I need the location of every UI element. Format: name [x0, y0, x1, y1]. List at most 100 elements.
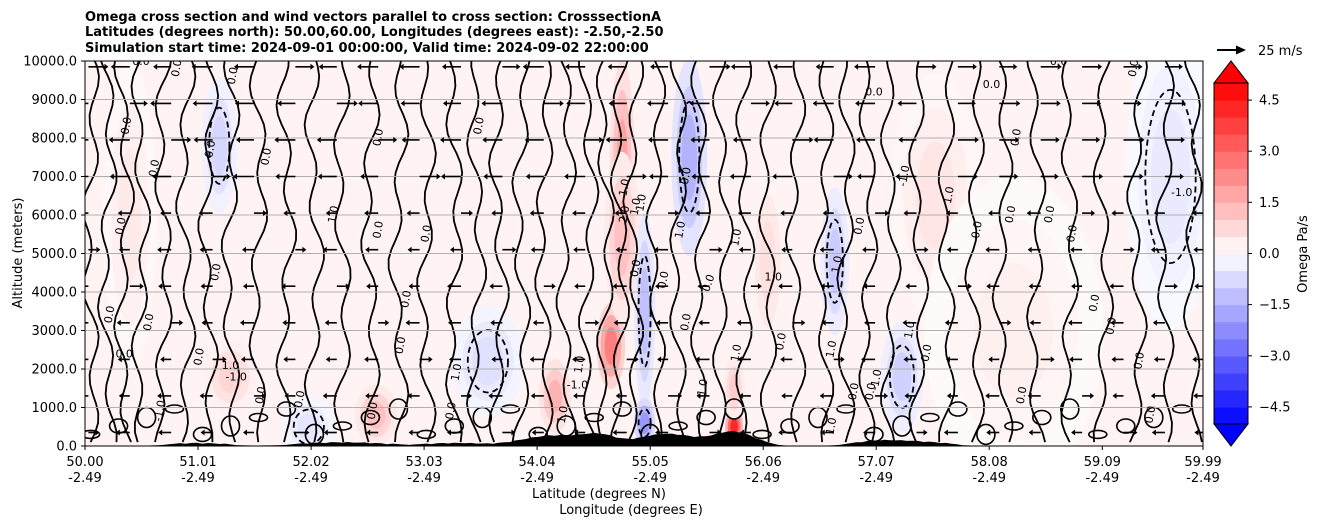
wind-vector-head-50 — [263, 210, 267, 217]
wind-vector-head-184 — [732, 136, 737, 143]
low-level-contour-18 — [584, 412, 605, 423]
wind-vector-head-148 — [615, 246, 620, 253]
wind-vector-head-204 — [822, 210, 827, 217]
contour-label-7: 0.0 — [370, 128, 386, 147]
wind-vector-head-110 — [511, 429, 516, 436]
wind-vector-head-157 — [656, 319, 661, 326]
low-level-contour-0 — [85, 429, 101, 440]
wind-vector-head-115 — [512, 246, 517, 253]
contour-label-48: 0.0 — [851, 216, 867, 235]
contour-line-34 — [858, 61, 879, 443]
contour-line-19 — [534, 61, 554, 443]
contour-label-71: 0.0 — [118, 116, 134, 135]
low-level-contour-27 — [836, 404, 856, 414]
wind-vector-head-52 — [236, 136, 240, 143]
contour-label-53: 1.0 — [941, 185, 957, 204]
wind-vector-head-193 — [780, 210, 785, 217]
contour-line-33 — [836, 61, 856, 443]
low-level-contour-23 — [724, 398, 744, 420]
wind-vector-head-63 — [274, 136, 279, 143]
x-tick-lon-8: -2.49 — [972, 471, 1006, 486]
wind-vector-head-280 — [1130, 246, 1135, 253]
contour-label-26: 1.0 — [572, 355, 588, 374]
contour-label-6: 0.0 — [258, 147, 274, 166]
contour-line-24 — [622, 61, 645, 443]
wind-vector-head-54 — [234, 63, 238, 70]
wind-vector-head-189 — [780, 356, 785, 363]
wind-vector-head-267 — [1068, 319, 1073, 326]
wind-vector-head-127 — [529, 210, 534, 217]
y-tick-label-7: 7000.0 — [32, 170, 78, 185]
wind-vector-head-271 — [1099, 173, 1104, 180]
x-tick-lon-7: -2.49 — [859, 471, 893, 486]
wind-vector-head-30 — [187, 136, 192, 143]
contour-line-22 — [595, 61, 615, 443]
contour-line-26 — [669, 61, 687, 443]
wind-vector-head-68 — [325, 356, 330, 363]
colorbar-segment-3 — [1214, 355, 1248, 374]
wind-vector-head-88 — [408, 429, 413, 436]
wind-vector-head-275 — [1133, 429, 1138, 436]
wind-vector-head-55 — [305, 429, 310, 436]
contour-label-66: 0.0 — [1142, 405, 1158, 424]
wind-vector-head-194 — [772, 173, 777, 180]
wind-vector-head-29 — [152, 173, 157, 180]
wind-vector-head-74 — [316, 136, 321, 143]
wind-vector-head-20 — [143, 100, 148, 107]
wind-vector-head-251 — [1016, 100, 1021, 107]
colorbar-segment-15 — [1214, 151, 1248, 169]
wind-vector-head-38 — [199, 246, 204, 253]
wind-vector-head-133 — [573, 392, 578, 399]
wind-vector-head-149 — [614, 210, 619, 217]
wind-vector-head-261 — [1055, 136, 1060, 143]
wind-vector-head-205 — [848, 173, 853, 180]
wind-vector-head-99 — [447, 429, 451, 436]
wind-vector-head-166 — [696, 392, 701, 399]
wind-vector-head-230 — [932, 63, 937, 70]
wind-vector-head-152 — [608, 100, 613, 107]
x-tick-lon-6: -2.49 — [746, 471, 780, 486]
wind-vector-head-242 — [986, 429, 991, 436]
omega-lobe-18-2 — [472, 337, 504, 386]
wind-vector-head-301 — [1194, 283, 1199, 290]
wind-vector-head-263 — [1057, 63, 1062, 70]
contour-line-17 — [488, 61, 510, 443]
wind-vector-head-169 — [697, 283, 702, 290]
colorbar-segment-17 — [1214, 117, 1248, 135]
wind-vector-head-22 — [158, 429, 163, 436]
wind-vector-head-113 — [490, 319, 495, 326]
y-tick-label-9: 9000.0 — [32, 93, 78, 108]
wind-vector-head-103 — [447, 283, 451, 290]
colorbar-segment-10 — [1214, 236, 1248, 255]
wind-vector-head-49 — [242, 246, 246, 253]
wind-vector-head-196 — [774, 100, 779, 107]
wind-vector-head-136 — [574, 283, 579, 290]
wind-vector-head-129 — [524, 136, 529, 143]
contour-line-41 — [1060, 61, 1080, 443]
contour-label-0: 0.0 — [132, 55, 150, 68]
wind-vector-head-47 — [240, 319, 244, 326]
wind-vector-head-272 — [1096, 136, 1101, 143]
contour-label-12: 0.0 — [208, 262, 224, 281]
wind-vector-head-268 — [1071, 283, 1076, 290]
y-tick-label-8: 8000.0 — [32, 132, 78, 147]
negative-contour-1 — [637, 254, 652, 368]
wind-vector-head-138 — [572, 210, 577, 217]
wind-vector-head-58 — [282, 319, 287, 326]
contour-line-42 — [1092, 61, 1115, 443]
wind-vector-head-210 — [884, 392, 889, 399]
x-tick-lon-5: -2.49 — [633, 471, 667, 486]
contour-label-30: 2.0 — [616, 205, 632, 224]
wind-vector-head-101 — [449, 356, 453, 363]
y-tick-label-2: 2000.0 — [32, 363, 78, 378]
wind-vector-head-160 — [675, 210, 680, 217]
contour-line-28 — [712, 61, 734, 443]
contour-label-8: 0.0 — [471, 116, 487, 135]
contour-label-31: 1.0 — [633, 193, 649, 212]
wind-vector-head-146 — [613, 319, 618, 326]
contour-label-56: -1.0 — [868, 368, 885, 391]
wind-vector-head-207 — [812, 100, 817, 107]
wind-vector-head-12 — [118, 392, 123, 399]
low-level-contour-5 — [220, 415, 241, 437]
contour-label-4: 0.0 — [146, 158, 162, 177]
